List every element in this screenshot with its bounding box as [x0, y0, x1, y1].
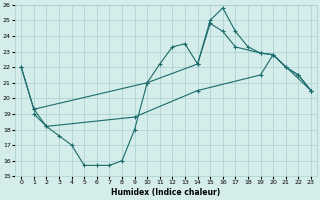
X-axis label: Humidex (Indice chaleur): Humidex (Indice chaleur) — [111, 188, 221, 197]
